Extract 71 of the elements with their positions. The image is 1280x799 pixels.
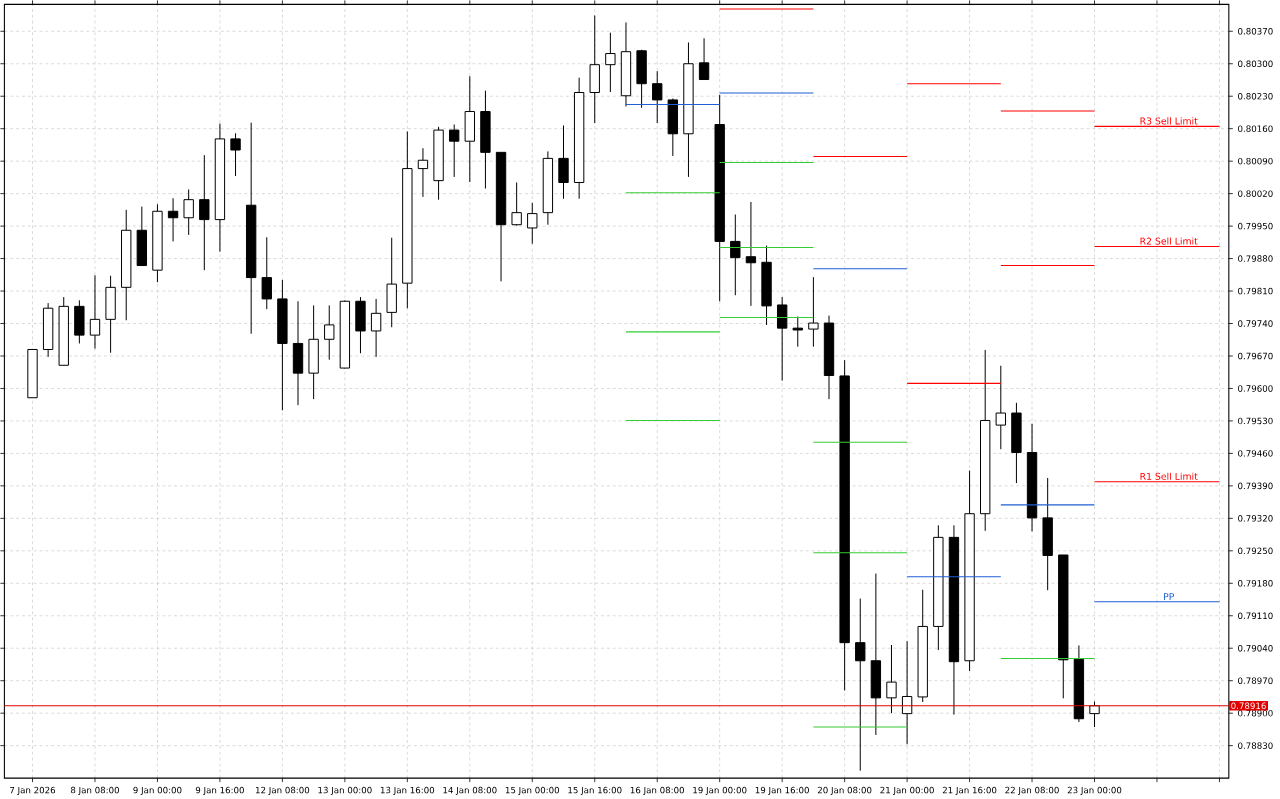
y-tick-label: 0.78970 (1238, 677, 1273, 684)
y-tick-label: 0.79180 (1238, 579, 1273, 587)
candlestick (199, 154, 210, 271)
candlestick (886, 644, 897, 714)
series-label: R3 Sell Limit (1140, 117, 1198, 125)
y-tick-label: 0.79810 (1238, 287, 1273, 295)
x-tick-label: 15 Jan 16:00 (568, 786, 622, 795)
y-tick-label: 0.79460 (1238, 449, 1273, 457)
x-tick-label: 20 Jan 08:00 (817, 786, 872, 795)
y-tick-label: 0.79390 (1238, 482, 1273, 489)
x-tick-label: 13 Jan 00:00 (318, 786, 372, 795)
x-tick-label: 16 Jan 08:00 (630, 786, 684, 795)
x-tick-label: 22 Jan 08:00 (1005, 786, 1059, 795)
y-tick-label: 0.80020 (1238, 190, 1273, 197)
x-tick-label: 14 Jan 08:00 (443, 786, 497, 795)
candlestick (261, 236, 272, 310)
x-tick-label: 7 Jan 2026 (10, 786, 56, 795)
y-tick-label: 0.79320 (1238, 514, 1273, 522)
candlestick (605, 31, 616, 93)
x-tick-label: 19 Jan 00:00 (693, 786, 747, 795)
series-label: R2 Sell Limit (1140, 237, 1198, 245)
candlestick (1089, 700, 1100, 728)
x-tick-label: 21 Jan 16:00 (942, 786, 997, 795)
candlestick (370, 298, 382, 358)
x-tick-label: 21 Jan 00:00 (880, 786, 934, 795)
candlestick (527, 202, 538, 245)
y-tick-label: 0.79600 (1238, 385, 1273, 392)
candlestick (776, 296, 788, 381)
candlestick (230, 132, 241, 177)
x-tick-label: 13 Jan 16:00 (380, 786, 435, 795)
y-tick-label: 0.79880 (1238, 255, 1273, 262)
candlestick (511, 181, 522, 226)
x-tick-label: 8 Jan 08:00 (70, 786, 119, 795)
x-tick-label: 12 Jan 08:00 (255, 786, 310, 795)
candlestick (792, 315, 803, 348)
y-tick-label: 0.79670 (1238, 352, 1273, 360)
x-tick-label: 9 Jan 00:00 (133, 786, 182, 795)
x-tick-label: 15 Jan 00:00 (505, 786, 560, 795)
candlestick (901, 640, 913, 745)
candlestick (449, 123, 460, 178)
y-tick-label: 0.80090 (1238, 157, 1273, 165)
candlestick (730, 213, 741, 296)
y-tick-label: 0.78900 (1238, 709, 1273, 717)
y-tick-label: 0.79950 (1238, 222, 1273, 230)
y-tick-label: 0.78830 (1238, 742, 1273, 749)
candlestick (417, 147, 429, 198)
x-tick-label: 19 Jan 16:00 (755, 786, 809, 795)
y-tick-label: 0.79740 (1238, 320, 1273, 327)
candlestick (324, 304, 335, 361)
ref-line-label: 0.78916 (1231, 702, 1266, 709)
y-tick-label: 0.79110 (1238, 612, 1273, 619)
y-tick-label: 0.79530 (1238, 417, 1273, 425)
candlestick (652, 70, 663, 124)
candlestick (698, 37, 710, 80)
y-tick-label: 0.80300 (1238, 60, 1273, 67)
candlestick (855, 597, 866, 772)
candlestick (808, 276, 819, 348)
y-tick-label: 0.80370 (1238, 27, 1273, 35)
y-tick-label: 0.79250 (1238, 547, 1273, 554)
x-tick-label: 9 Jan 16:00 (195, 786, 244, 795)
candlestick (745, 201, 757, 307)
x-tick-label: 23 Jan 00:00 (1067, 786, 1122, 795)
y-tick-label: 0.80160 (1238, 125, 1273, 132)
y-tick-label: 0.79040 (1238, 644, 1273, 652)
series-label: R1 Sell Limit (1140, 472, 1198, 480)
candlestick (89, 274, 101, 349)
candlestick (183, 188, 194, 236)
candlestick (995, 365, 1006, 450)
candlestick (167, 197, 179, 242)
y-tick-label: 0.80230 (1238, 92, 1273, 100)
series-label: PP (1164, 593, 1174, 600)
